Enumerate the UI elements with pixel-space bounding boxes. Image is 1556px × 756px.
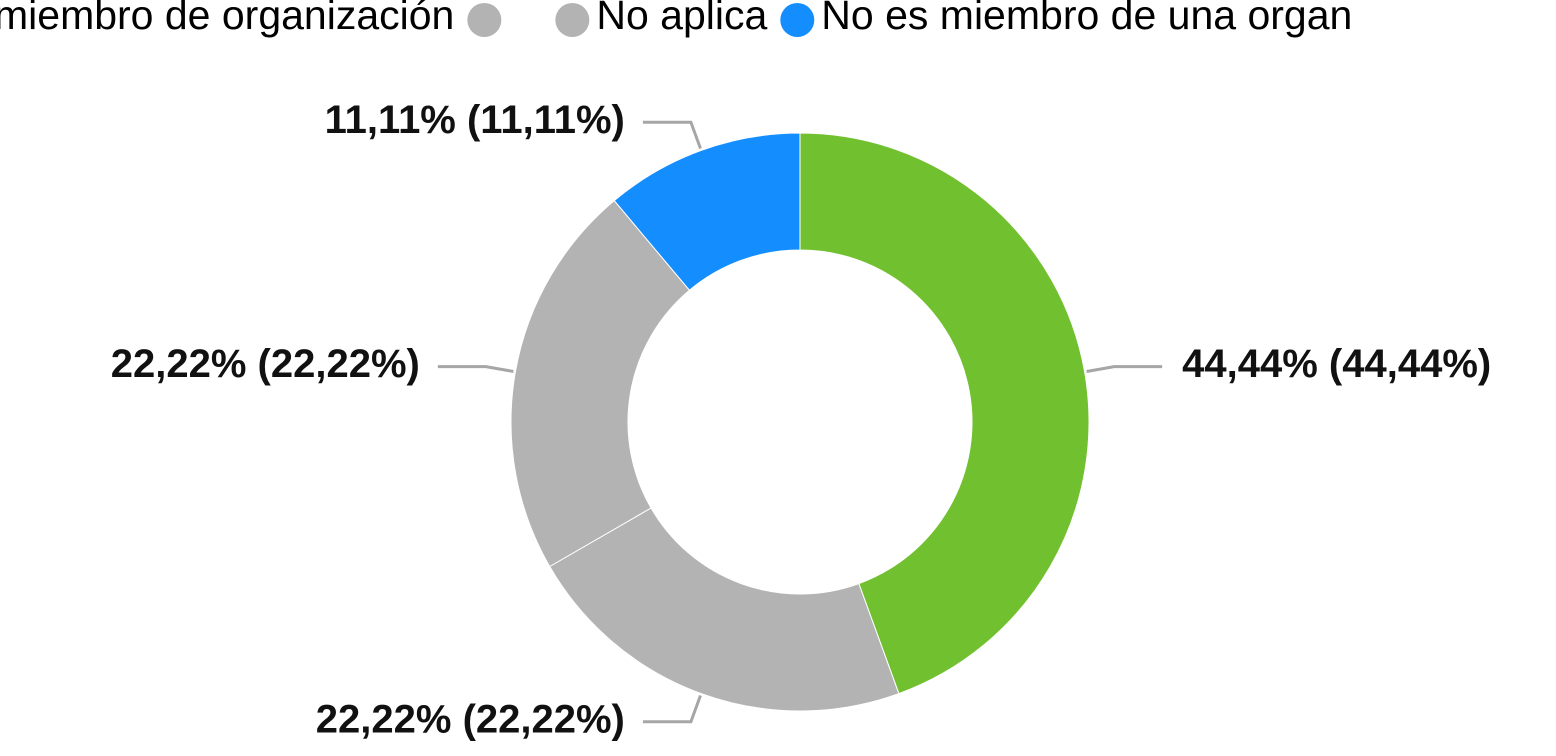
legend-swatch bbox=[467, 3, 502, 37]
leader-line bbox=[642, 120, 702, 150]
legend-label: No es miembro de una organ bbox=[821, 0, 1352, 38]
donut-slice bbox=[510, 199, 691, 568]
legend-swatch bbox=[555, 3, 590, 37]
legend-label: miembro de organización bbox=[0, 0, 454, 38]
leader-line bbox=[642, 694, 702, 724]
data-label: 22,22% (22,22%) bbox=[316, 697, 625, 741]
legend-swatch bbox=[780, 3, 815, 37]
donut-slice bbox=[549, 507, 900, 712]
leader-line bbox=[1086, 365, 1163, 373]
leader-line bbox=[437, 365, 514, 373]
data-label: 44,44% (44,44%) bbox=[1182, 342, 1491, 386]
donut-slice bbox=[613, 132, 801, 291]
data-label: 22,22% (22,22%) bbox=[111, 342, 420, 386]
data-label: 11,11% (11,11%) bbox=[325, 98, 625, 142]
donut-slice bbox=[799, 132, 1090, 695]
legend-label: No aplica bbox=[596, 0, 767, 38]
